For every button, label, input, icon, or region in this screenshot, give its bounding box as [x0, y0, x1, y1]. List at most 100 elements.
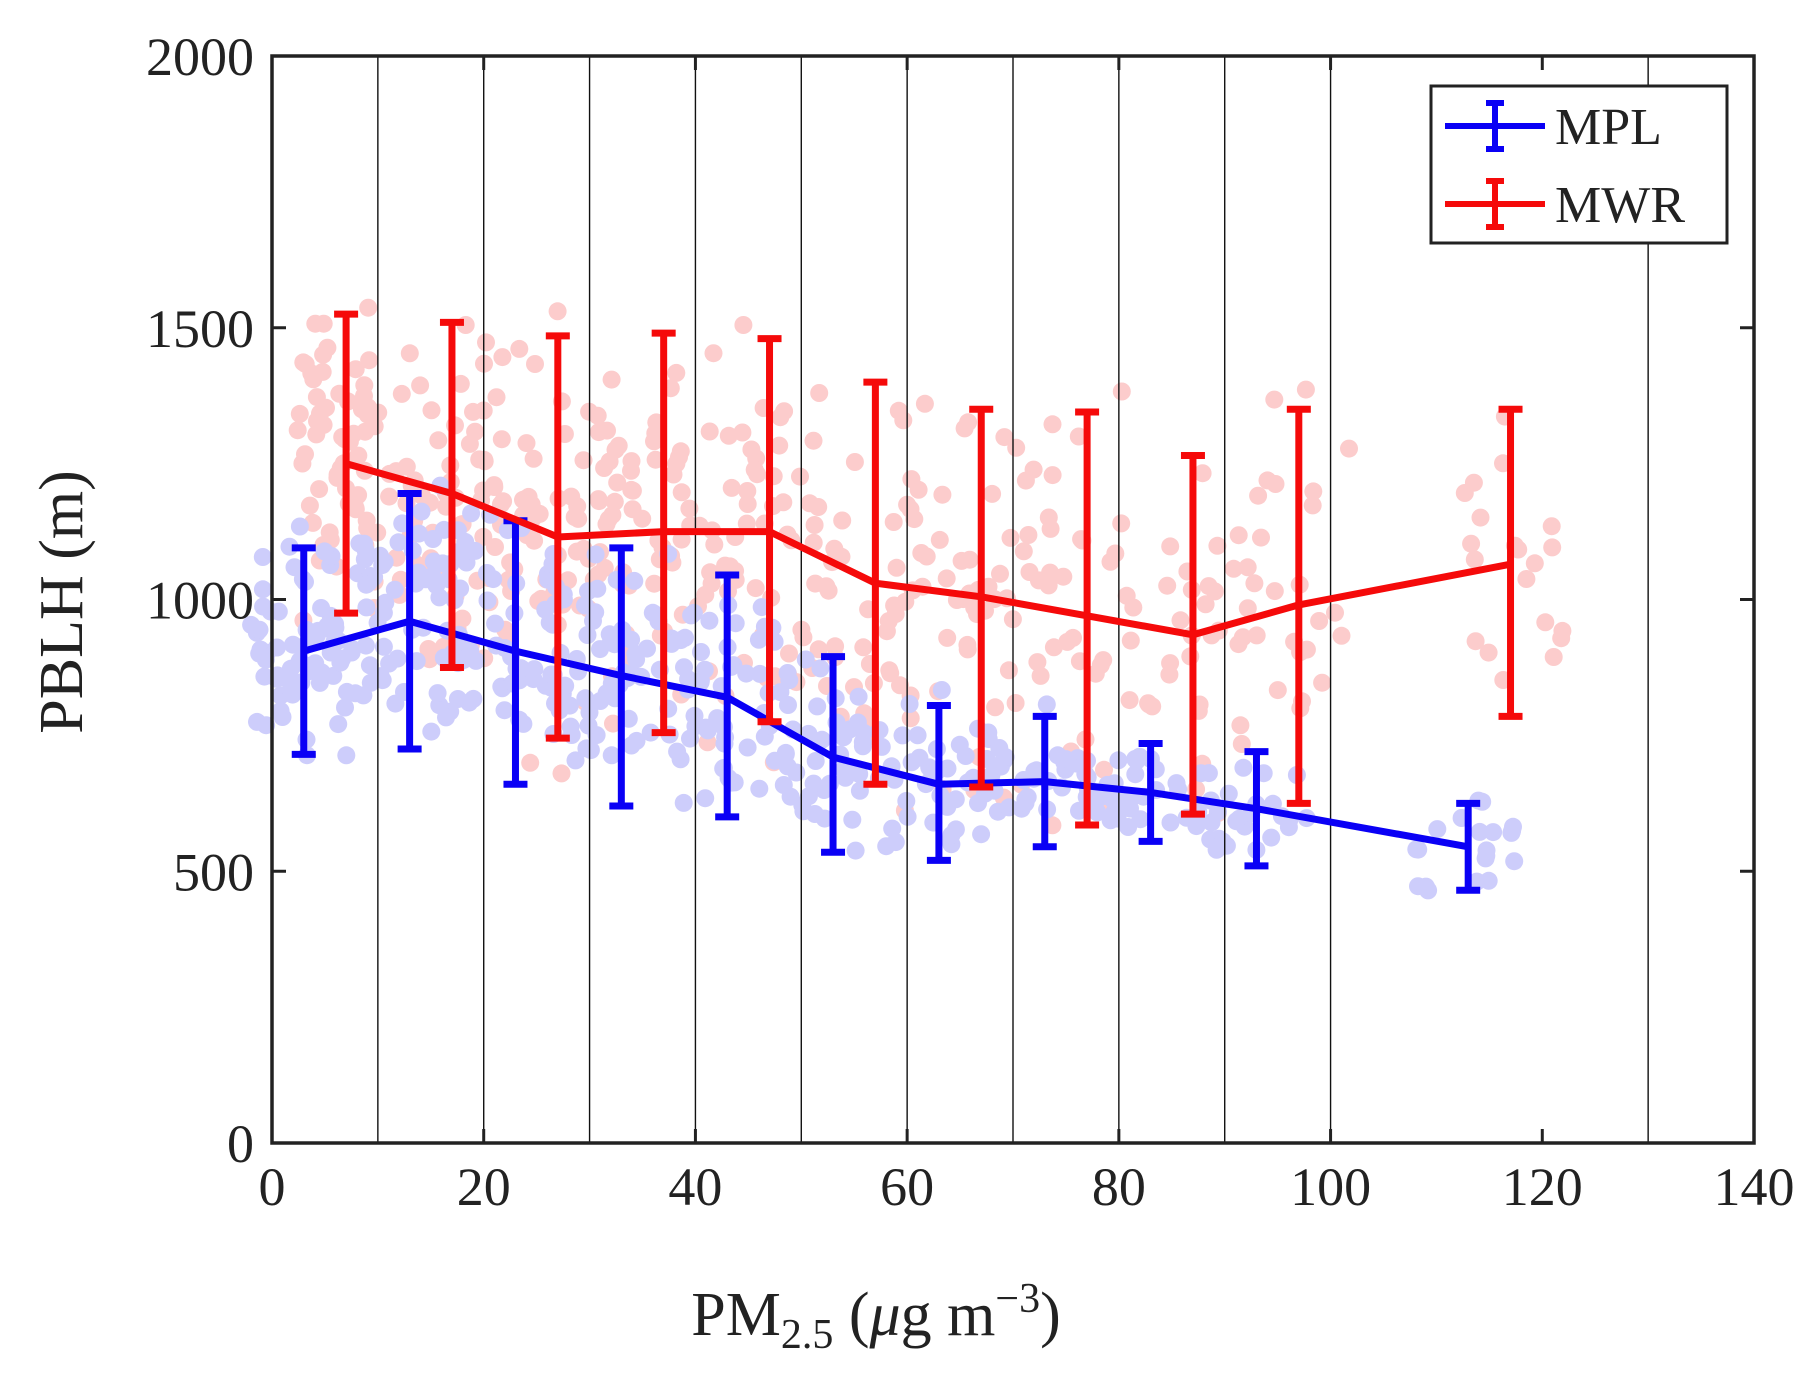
scatter-point: [1101, 811, 1120, 830]
scatter-point: [681, 729, 699, 748]
scatter-point: [1470, 822, 1489, 841]
mwr-errorbar: [1180, 451, 1205, 818]
scatter-point: [641, 723, 660, 742]
x-tick-label: 0: [259, 1157, 286, 1217]
scatter-point: [704, 344, 723, 363]
scatter-point: [429, 431, 448, 450]
scatter-point: [484, 570, 503, 589]
scatter-point: [770, 436, 789, 455]
mwr-errorbar: [1286, 405, 1311, 807]
scatter-point: [374, 603, 393, 622]
x-tick-label: 100: [1290, 1157, 1371, 1217]
scatter-point: [646, 450, 665, 469]
scatter-point: [293, 454, 312, 473]
scatter-point: [999, 661, 1018, 680]
scatter-point: [893, 726, 912, 745]
scatter-point: [1455, 484, 1474, 502]
x-tick-label: 20: [457, 1157, 511, 1217]
scatter-point: [1213, 832, 1232, 851]
scatter-point: [588, 406, 607, 425]
scatter-point: [645, 432, 663, 451]
scatter-point: [701, 563, 720, 582]
scatter-point: [560, 696, 579, 715]
scatter-point: [1161, 537, 1180, 556]
x-tick-label: 80: [1092, 1157, 1146, 1217]
scatter-point: [742, 440, 761, 459]
scatter-point: [776, 745, 795, 764]
scatter-point: [1041, 563, 1060, 582]
scatter-point: [466, 541, 485, 560]
scatter-point: [1245, 574, 1264, 593]
scatter-point: [952, 551, 971, 570]
mpl-errorbar: [1244, 748, 1269, 870]
scatter-point: [1409, 840, 1428, 859]
scatter-point: [412, 502, 431, 521]
scatter-point: [1158, 576, 1177, 595]
scatter-point: [576, 689, 595, 708]
scatter-point: [679, 670, 698, 689]
scatter-point: [337, 746, 356, 765]
scatter-point: [804, 431, 823, 450]
scatter-point: [486, 538, 504, 556]
scatter-point: [464, 689, 483, 708]
scatter-point: [638, 639, 656, 658]
scatter-point: [1265, 582, 1284, 601]
scatter-point: [848, 713, 867, 732]
mpl-errorbar: [715, 571, 740, 821]
scatter-point: [302, 364, 321, 383]
scatter-point: [667, 363, 686, 382]
scatter-point: [342, 643, 361, 662]
scatter-point: [253, 548, 272, 566]
scatter-point: [1262, 828, 1281, 847]
x-tick-label: 40: [668, 1157, 722, 1217]
scatter-point: [1069, 427, 1088, 446]
scatter-point: [796, 650, 815, 669]
scatter-point: [808, 697, 827, 716]
scatter-point: [525, 531, 544, 550]
scatter-point: [318, 338, 337, 357]
series-layer: [291, 310, 1523, 894]
scatter-point: [900, 695, 919, 713]
scatter-point: [781, 787, 800, 806]
scatter-point: [1326, 603, 1344, 622]
scatter-point: [750, 664, 769, 683]
scatter-point: [933, 485, 952, 504]
y-tick-label: 0: [227, 1114, 254, 1174]
scatter-point: [1000, 798, 1018, 817]
legend-mwr-label: MWR: [1555, 177, 1685, 234]
scatter-layer: [242, 298, 1572, 900]
scatter-point: [487, 388, 506, 407]
scatter-point: [879, 612, 898, 631]
scatter-point: [586, 545, 605, 564]
scatter-point: [1121, 631, 1140, 650]
mwr-errorbar: [1498, 405, 1523, 720]
scatter-point: [608, 473, 627, 492]
mpl-errorbar: [926, 701, 951, 864]
scatter-point: [428, 684, 447, 703]
scatter-point: [845, 453, 864, 471]
scatter-point: [682, 606, 701, 625]
scatter-point: [854, 638, 873, 657]
scatter-point: [579, 716, 598, 735]
scatter-point: [884, 513, 903, 531]
scatter-point: [588, 579, 607, 598]
scatter-point: [1120, 691, 1139, 710]
y-tick-label: 500: [173, 842, 254, 902]
scatter-point: [950, 735, 969, 754]
scatter-point: [357, 511, 376, 530]
scatter-point: [902, 753, 921, 772]
scatter-point: [780, 671, 799, 690]
scatter-point: [846, 841, 865, 860]
scatter-point: [430, 588, 449, 607]
scatter-point: [1043, 415, 1062, 434]
scatter-point: [1070, 801, 1088, 820]
x-axis-title-superscript: −3: [995, 1276, 1040, 1322]
scatter-point: [917, 547, 936, 566]
scatter-point: [578, 626, 597, 644]
scatter-point: [1208, 536, 1227, 555]
scatter-point: [880, 661, 899, 680]
scatter-point: [1171, 611, 1190, 630]
scatter-point: [1101, 552, 1120, 571]
scatter-point: [745, 460, 764, 479]
scatter-point: [409, 524, 428, 543]
